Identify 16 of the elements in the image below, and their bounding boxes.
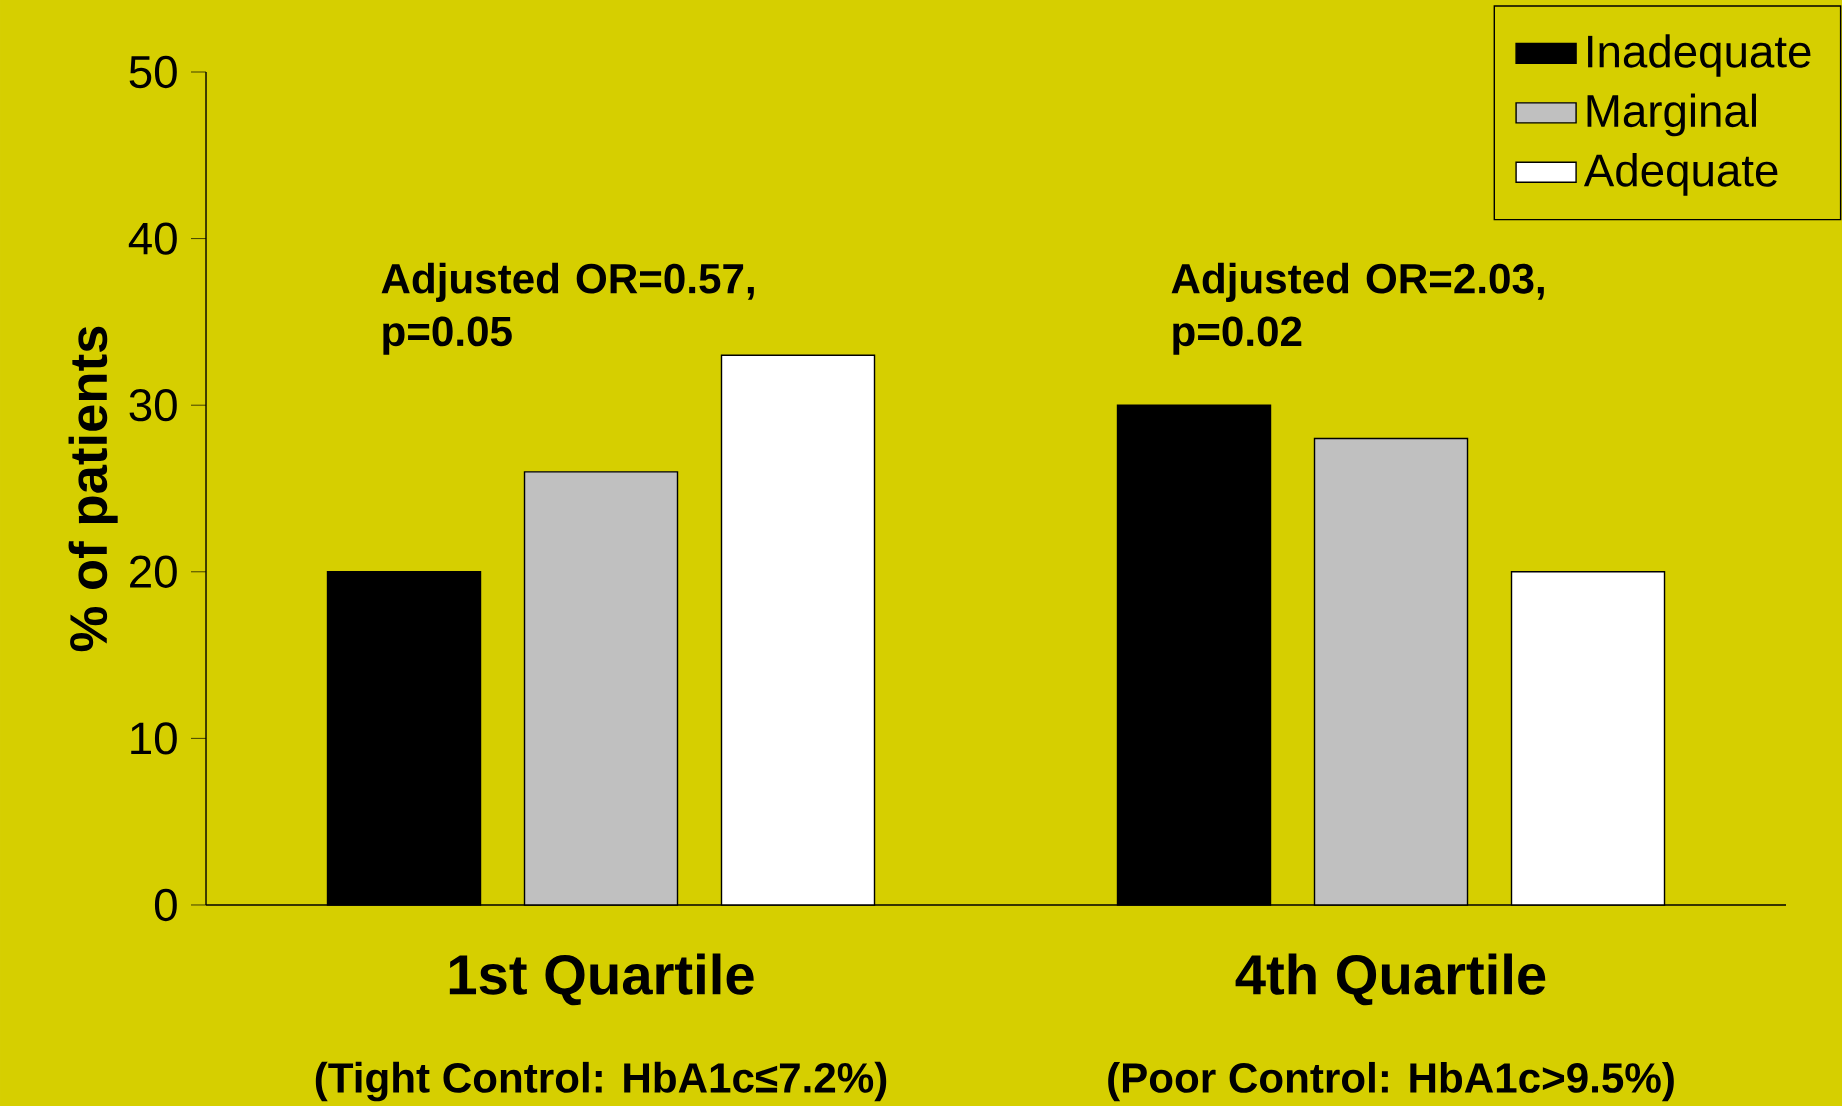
y-tick-label: 10 [131,722,177,755]
x-tick-label: 4th Quartile [1235,953,1546,1006]
y-tick-label: 50 [129,55,177,89]
text: (Poor Control: HbA1c>9.5%) [1108,1061,1674,1102]
x-tick-label: 1st Quartile [449,953,754,1006]
y-tick-label: 0 [154,888,177,922]
legend-label: Marginal [1587,93,1756,137]
y-tick-label: 20 [130,555,177,588]
legend-label: Inadequate [1588,34,1811,77]
legend-label: Adequate [1583,153,1778,196]
annotation: Adjusted OR=0.57, p=0.05 [381,262,754,355]
text: (Tight Control: HbA1c≤7.2%) [315,1061,887,1102]
annotation: Adjusted OR=2.03, p=0.02 [1171,262,1544,355]
y-tick-label: 40 [128,222,177,255]
y-axis-title: % of patients [68,326,118,652]
y-tick-label: 30 [129,389,177,422]
